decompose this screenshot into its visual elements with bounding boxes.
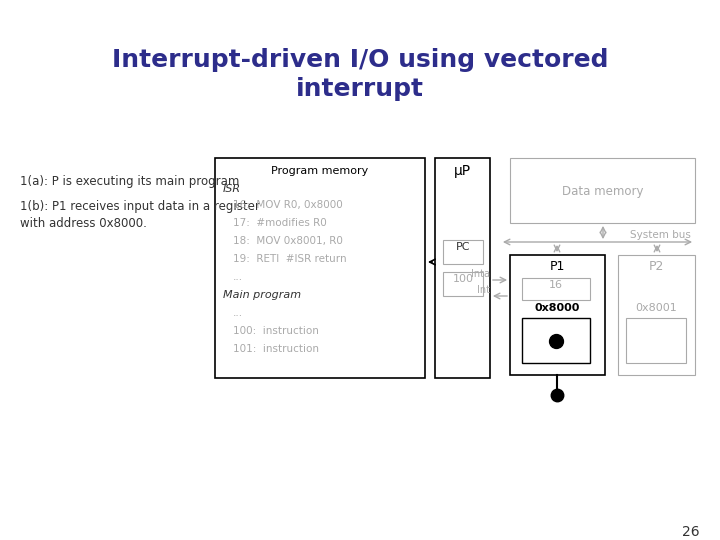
Text: 18:  MOV 0x8001, R0: 18: MOV 0x8001, R0 <box>233 236 343 246</box>
Bar <box>510 158 695 223</box>
Bar <box>435 158 490 378</box>
Text: Int: Int <box>477 285 490 295</box>
Text: 100: 100 <box>452 274 474 284</box>
Text: P1: P1 <box>550 260 565 273</box>
Text: 1(b): P1 receives input data in a register
with address 0x8000.: 1(b): P1 receives input data in a regist… <box>20 200 260 230</box>
Text: 17:  #modifies R0: 17: #modifies R0 <box>233 218 327 228</box>
Text: 16:  MOV R0, 0x8000: 16: MOV R0, 0x8000 <box>233 200 343 210</box>
Text: Interrupt-driven I/O using vectored
interrupt: Interrupt-driven I/O using vectored inte… <box>112 48 608 101</box>
Text: P2: P2 <box>649 260 664 273</box>
Bar <box>443 272 483 296</box>
Text: 0x8000: 0x8000 <box>535 303 580 313</box>
Text: 1(a): P is executing its main program: 1(a): P is executing its main program <box>20 175 239 188</box>
Text: ...: ... <box>233 308 243 318</box>
Bar <box>522 318 590 363</box>
Text: 26: 26 <box>683 525 700 539</box>
Text: ISR: ISR <box>223 184 241 194</box>
Bar <box>215 158 425 378</box>
Bar <box>618 255 695 375</box>
Text: Program memory: Program memory <box>271 166 369 176</box>
Text: Data memory: Data memory <box>562 186 643 199</box>
Text: 16: 16 <box>549 280 563 290</box>
Bar <box>522 278 590 300</box>
Bar <box>626 318 686 363</box>
Bar <box>443 240 483 264</box>
Text: Inta: Inta <box>471 269 490 279</box>
Text: 0x8001: 0x8001 <box>636 303 678 313</box>
Text: 101:  instruction: 101: instruction <box>233 344 319 354</box>
Text: 100:  instruction: 100: instruction <box>233 326 319 336</box>
Text: PC: PC <box>456 242 470 252</box>
Text: μP: μP <box>454 164 471 178</box>
Text: 19:  RETI  #ISR return: 19: RETI #ISR return <box>233 254 346 264</box>
Bar <box>510 255 605 375</box>
Text: System bus: System bus <box>629 230 690 240</box>
Text: Main program: Main program <box>223 290 301 300</box>
Text: ...: ... <box>233 272 243 282</box>
